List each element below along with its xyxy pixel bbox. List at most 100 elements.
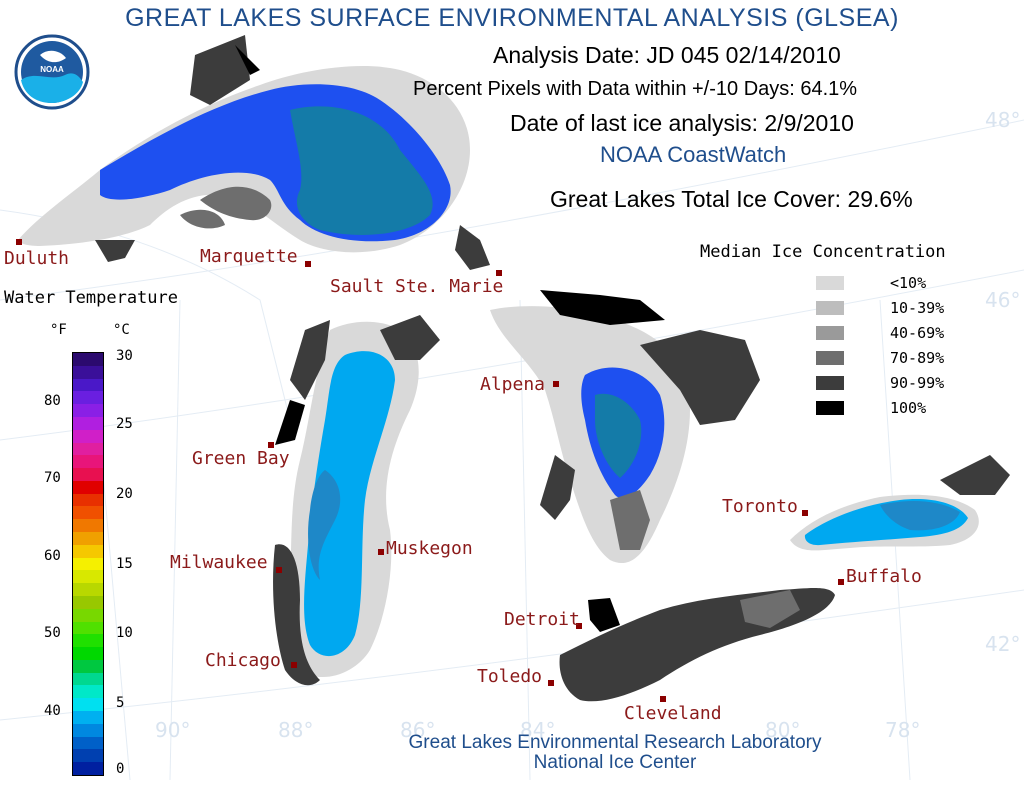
color-bar-segment [73, 532, 103, 546]
lake-superior [18, 35, 490, 270]
color-bar-segment [73, 685, 103, 699]
lat-48-label: 48° [985, 108, 1021, 132]
city-muskegon: Muskegon [386, 538, 473, 559]
color-bar-segment [73, 353, 103, 367]
c-tick: 15 [116, 556, 133, 572]
analysis-date: Analysis Date: JD 045 02/14/2010 [493, 42, 841, 68]
water-temp-title: Water Temperature [4, 288, 178, 308]
color-bar-segment [73, 621, 103, 635]
color-bar-segment [73, 404, 103, 418]
color-bar-segment [73, 711, 103, 725]
city-marquette: Marquette [200, 246, 298, 267]
lon-84-label: 84° [520, 718, 556, 742]
ice-analysis-date: Date of last ice analysis: 2/9/2010 [510, 110, 854, 136]
city-detroit: Detroit [504, 609, 580, 630]
ice-legend-title: Median Ice Concentration [700, 242, 946, 262]
ice-swatch [816, 276, 844, 290]
city-buffalo: Buffalo [846, 566, 922, 587]
color-bar-segment [73, 506, 103, 520]
city-marker [548, 680, 554, 686]
city-marker [496, 270, 502, 276]
city-toronto: Toronto [722, 496, 798, 517]
ice-swatch [816, 376, 844, 390]
city-sault-ste-marie: Sault Ste. Marie [330, 276, 504, 297]
color-bar-segment [73, 557, 103, 571]
lon-80-label: 80° [765, 718, 801, 742]
water-temp-scale: °F °C 80 70 60 50 40 30 25 20 15 10 5 0 [0, 318, 140, 780]
city-toledo: Toledo [477, 666, 543, 687]
coastwatch-label: NOAA CoastWatch [600, 142, 787, 167]
city-marker [268, 442, 274, 448]
lon-78-label: 78° [885, 718, 921, 742]
f-tick: 50 [44, 625, 61, 641]
f-tick: 40 [44, 703, 61, 719]
color-bar-segment [73, 365, 103, 380]
color-bar-segment [73, 634, 103, 648]
c-tick: 5 [116, 695, 125, 711]
color-bar-segment [73, 493, 103, 507]
ice-swatch [816, 351, 844, 365]
city-green-bay: Green Bay [192, 448, 290, 469]
color-bar-segment [73, 429, 103, 443]
color-bar-segment [73, 608, 103, 623]
page-title: GREAT LAKES SURFACE ENVIRONMENTAL ANALYS… [125, 4, 899, 32]
color-bar-segment [73, 762, 103, 776]
f-tick: 70 [44, 470, 61, 486]
percent-pixels: Percent Pixels with Data within +/-10 Da… [413, 78, 858, 100]
city-marker [305, 261, 311, 267]
lake-ontario [790, 455, 1010, 551]
ice-swatch [816, 326, 844, 340]
color-bar-segment [73, 698, 103, 712]
footer-ice-center: National Ice Center [533, 752, 697, 773]
city-milwaukee: Milwaukee [170, 552, 268, 573]
color-bar-segment [73, 544, 103, 559]
c-tick: 20 [116, 486, 133, 502]
city-marker [838, 579, 844, 585]
c-tick: 10 [116, 625, 133, 641]
lat-42-label: 42° [985, 632, 1021, 656]
f-tick: 80 [44, 393, 61, 409]
noaa-logo: NOAA [40, 65, 64, 74]
c-tick: 25 [116, 416, 133, 432]
ice-swatch [816, 401, 844, 415]
c-tick: 30 [116, 348, 133, 364]
color-bar-segment [73, 723, 103, 738]
color-bar-segment [73, 519, 103, 533]
city-marker [660, 696, 666, 702]
ice-swatch [816, 301, 844, 315]
city-marker [378, 549, 384, 555]
color-bar-segment [73, 749, 103, 763]
city-marker [276, 567, 282, 573]
lake-erie [559, 587, 835, 702]
lon-88-label: 88° [278, 718, 314, 742]
color-bar-segment [73, 736, 103, 750]
lon-86-label: 86° [400, 718, 436, 742]
color-bar-segment [73, 468, 103, 482]
unit-f-label: °F [50, 322, 67, 338]
color-bar [72, 352, 104, 776]
city-alpena: Alpena [480, 374, 546, 395]
color-bar-segment [73, 455, 103, 469]
city-cleveland: Cleveland [624, 703, 722, 724]
color-bar-segment [73, 647, 103, 661]
color-bar-segment [73, 570, 103, 584]
color-bar-segment [73, 442, 103, 456]
color-bar-segment [73, 480, 103, 495]
color-bar-segment [73, 672, 103, 686]
footer-lab: Great Lakes Environmental Research Labor… [408, 732, 822, 753]
color-bar-segment [73, 416, 103, 431]
city-marker [16, 239, 22, 245]
city-marker [291, 662, 297, 668]
lon-90-label: 90° [155, 718, 191, 742]
color-bar-segment [73, 659, 103, 674]
ice-legend: Median Ice Concentration <10% 10-39% 40-… [700, 242, 946, 417]
color-bar-segment [73, 391, 103, 405]
noaa-logo-graphic [14, 34, 90, 110]
color-bar-segment [73, 595, 103, 610]
total-ice-cover: Great Lakes Total Ice Cover: 29.6% [550, 186, 913, 212]
f-tick: 60 [44, 548, 61, 564]
lake-michigan [273, 315, 440, 686]
city-chicago: Chicago [205, 650, 281, 671]
lake-huron [490, 290, 760, 564]
